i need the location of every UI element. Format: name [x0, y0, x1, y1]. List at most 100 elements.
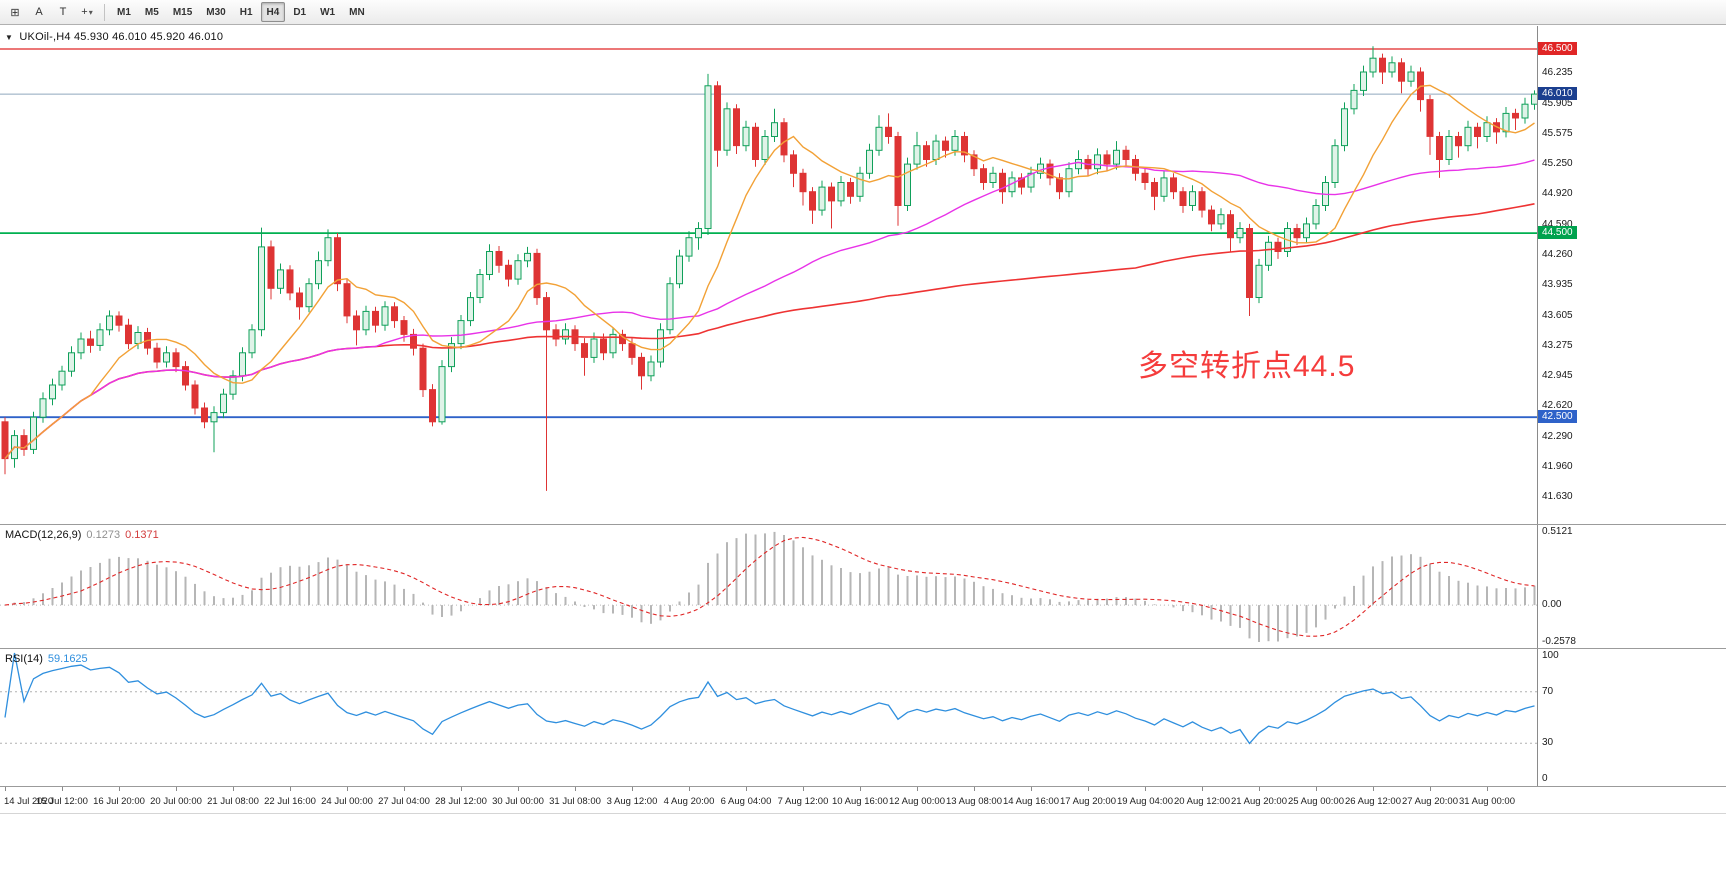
- macd-axis[interactable]: 0.5121 0.00 -0.2578: [1537, 525, 1726, 648]
- price-axis-label: 44.260: [1542, 249, 1573, 260]
- time-tick: [917, 787, 918, 791]
- time-label: 22 Jul 16:00: [264, 796, 316, 807]
- time-tick: [347, 787, 348, 791]
- timeframe-m30-button[interactable]: M30: [206, 6, 226, 18]
- time-tick: [803, 787, 804, 791]
- candlestick-chart[interactable]: [0, 26, 1537, 524]
- price-axis-label: 41.630: [1542, 491, 1573, 502]
- main-chart-panel: ▼ UKOil-,H4 45.930 46.010 45.920 46.010 …: [0, 26, 1726, 525]
- rsi-line: [4, 652, 1535, 745]
- time-tick: [404, 787, 405, 791]
- timeframe-w1-button[interactable]: W1: [320, 6, 336, 18]
- annotate-t-button[interactable]: T: [59, 6, 67, 18]
- timeframe-h4-button[interactable]: H4: [260, 2, 286, 22]
- price-axis-label: 44.920: [1542, 188, 1573, 199]
- rsi-axis[interactable]: 100 70 30 0: [1537, 649, 1726, 786]
- candles: [1, 46, 1537, 491]
- price-axis-label: 44.590: [1542, 219, 1573, 230]
- rsi-axis-label: 30: [1542, 737, 1554, 748]
- quote-close: 46.010: [188, 31, 224, 43]
- toolbar-tools: ⊞ A T + ▾: [3, 2, 99, 23]
- time-tick: [176, 787, 177, 791]
- price-tag-44.500: 44.500: [1538, 226, 1577, 239]
- time-label: 13 Aug 08:00: [946, 796, 1002, 807]
- time-tick: [974, 787, 975, 791]
- macd-axis-label: -0.2578: [1542, 636, 1576, 647]
- time-label: 30 Jul 00:00: [492, 796, 544, 807]
- time-tick: [518, 787, 519, 791]
- price-axis[interactable]: 46.235 45.905 45.575 45.250 44.920 44.590 44.2…: [1537, 26, 1726, 524]
- price-tag-42.500: 42.500: [1538, 410, 1577, 423]
- price-axis-label: 45.905: [1542, 98, 1573, 109]
- rsi-axis-label: 70: [1542, 686, 1554, 697]
- quote-low: 45.920: [150, 31, 186, 43]
- rsi-axis-label: 0: [1542, 773, 1548, 784]
- time-tick: [233, 787, 234, 791]
- price-axis-label: 41.960: [1542, 461, 1573, 472]
- macd-plot[interactable]: [0, 525, 1537, 648]
- price-axis-label: 43.935: [1542, 279, 1573, 290]
- macd-label: MACD(12,26,9) 0.1273 0.1371: [5, 529, 159, 541]
- price-axis-label: 42.290: [1542, 431, 1573, 442]
- time-label: 12 Aug 00:00: [889, 796, 945, 807]
- rsi-name: RSI(14): [5, 653, 43, 665]
- time-tick: [5, 787, 6, 791]
- time-label: 14 Jul 2020: [4, 796, 54, 807]
- macd-name: MACD(12,26,9): [5, 529, 82, 541]
- price-axis-label: 45.575: [1542, 128, 1573, 139]
- time-label: 26 Aug 12:00: [1345, 796, 1401, 807]
- time-label: 21 Jul 08:00: [207, 796, 259, 807]
- time-tick: [1373, 787, 1374, 791]
- quote-open: 45.930: [73, 31, 109, 43]
- price-axis-label: 46.235: [1542, 67, 1573, 78]
- symbol-ohlc-header: ▼ UKOil-,H4 45.930 46.010 45.920 46.010: [5, 31, 223, 43]
- time-label: 25 Aug 00:00: [1288, 796, 1344, 807]
- timeframe-m15-button[interactable]: M15: [172, 6, 193, 18]
- time-label: 7 Aug 12:00: [777, 796, 829, 807]
- rsi-indicator-panel: RSI(14) 59.1625 100 70 30 0: [0, 649, 1726, 787]
- ma-fast-line[interactable]: [4, 84, 1535, 460]
- time-label: 6 Aug 04:00: [720, 796, 772, 807]
- collapse-triangle-icon[interactable]: ▼: [5, 33, 14, 42]
- price-axis-label: 43.605: [1542, 310, 1573, 321]
- crosshair-button[interactable]: + ▾: [81, 6, 93, 18]
- time-tick: [461, 787, 462, 791]
- time-label: 21 Aug 20:00: [1231, 796, 1287, 807]
- timeframe-m5-button[interactable]: M5: [144, 6, 159, 18]
- price-tag-46.010: 46.010: [1538, 87, 1577, 100]
- chevron-down-icon: ▾: [88, 7, 93, 17]
- annotate-a-button[interactable]: A: [35, 6, 43, 18]
- rsi-value: 59.1625: [47, 653, 88, 665]
- timeframe-d1-button[interactable]: D1: [293, 6, 307, 18]
- time-tick: [1088, 787, 1089, 791]
- rsi-axis-label: 100: [1542, 650, 1559, 661]
- timeframe-mn-button[interactable]: MN: [349, 6, 365, 18]
- price-axis-label: 42.945: [1542, 370, 1573, 381]
- time-tick: [575, 787, 576, 791]
- symbol-name: UKOil-,H4: [19, 31, 71, 43]
- time-tick: [746, 787, 747, 791]
- time-tick: [62, 787, 63, 791]
- ma-slow-line[interactable]: [4, 203, 1535, 460]
- rsi-plot[interactable]: [0, 649, 1537, 786]
- time-tick: [1031, 787, 1032, 791]
- time-label: 27 Aug 20:00: [1402, 796, 1458, 807]
- time-tick: [860, 787, 861, 791]
- time-tick: [1316, 787, 1317, 791]
- ma-mid-line[interactable]: [4, 159, 1535, 460]
- chart-window-button[interactable]: ⊞: [10, 6, 20, 19]
- time-axis[interactable]: 14 Jul 2020 15 Jul 12:00 16 Jul 20:00 20 Ju…: [0, 787, 1726, 814]
- time-label: 3 Aug 12:00: [606, 796, 658, 807]
- timeframe-h1-button[interactable]: H1: [239, 6, 253, 18]
- time-label: 28 Jul 12:00: [435, 796, 487, 807]
- timeframe-m1-button[interactable]: M1: [117, 6, 131, 18]
- time-label: 16 Jul 20:00: [93, 796, 145, 807]
- time-tick: [689, 787, 690, 791]
- rsi-label: RSI(14) 59.1625: [5, 653, 88, 665]
- time-tick: [1259, 787, 1260, 791]
- toolbar: ⊞ A T + ▾ M1 M5 M15 M30 H1 H4 D1 W1 MN: [0, 0, 1726, 25]
- time-label: 31 Jul 08:00: [549, 796, 601, 807]
- macd-axis-label: 0.5121: [1542, 526, 1573, 537]
- macd-axis-label: 0.00: [1542, 599, 1562, 610]
- time-label: 10 Aug 16:00: [832, 796, 888, 807]
